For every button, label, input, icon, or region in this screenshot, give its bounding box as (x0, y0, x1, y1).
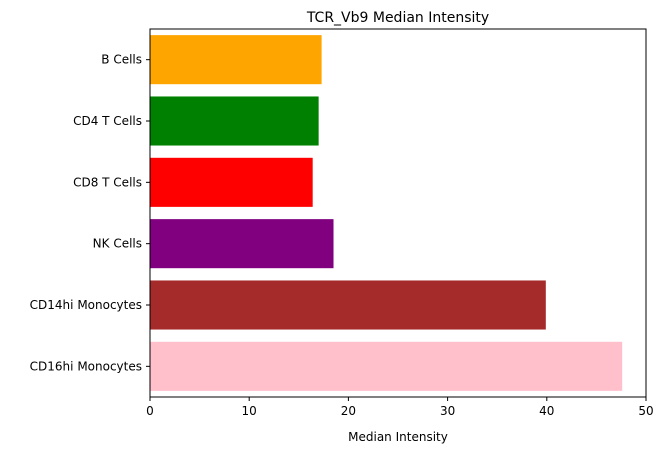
x-tick-label: 30 (440, 404, 455, 418)
x-tick-label: 0 (146, 404, 154, 418)
x-axis: 0 10 20 30 40 50 (146, 397, 654, 418)
y-axis: B Cells CD4 T Cells CD8 T Cells NK Cells CD1… (30, 53, 150, 373)
bars-group (150, 35, 623, 391)
x-tick-label: 10 (242, 404, 257, 418)
bar-cd4-t-cells (150, 96, 319, 146)
bar-cd16hi-monocytes (150, 341, 623, 391)
x-axis-label: Median Intensity (348, 430, 448, 444)
x-tick-label: 50 (638, 404, 653, 418)
y-tick-label: NK Cells (93, 237, 142, 251)
y-tick-label: B Cells (101, 53, 142, 67)
x-tick-label: 20 (341, 404, 356, 418)
bar-cd8-t-cells (150, 157, 313, 207)
chart-title: TCR_Vb9 Median Intensity (306, 10, 489, 26)
bar-b-cells (150, 35, 322, 85)
y-tick-label: CD14hi Monocytes (30, 298, 142, 312)
y-tick-label: CD16hi Monocytes (30, 359, 142, 373)
plot-frame (149, 28, 647, 398)
bar-nk-cells (150, 219, 334, 269)
x-tick-label: 40 (539, 404, 554, 418)
bar-cd14hi-monocytes (150, 280, 546, 330)
y-tick-label: CD8 T Cells (73, 175, 142, 189)
y-tick-label: CD4 T Cells (73, 114, 142, 128)
